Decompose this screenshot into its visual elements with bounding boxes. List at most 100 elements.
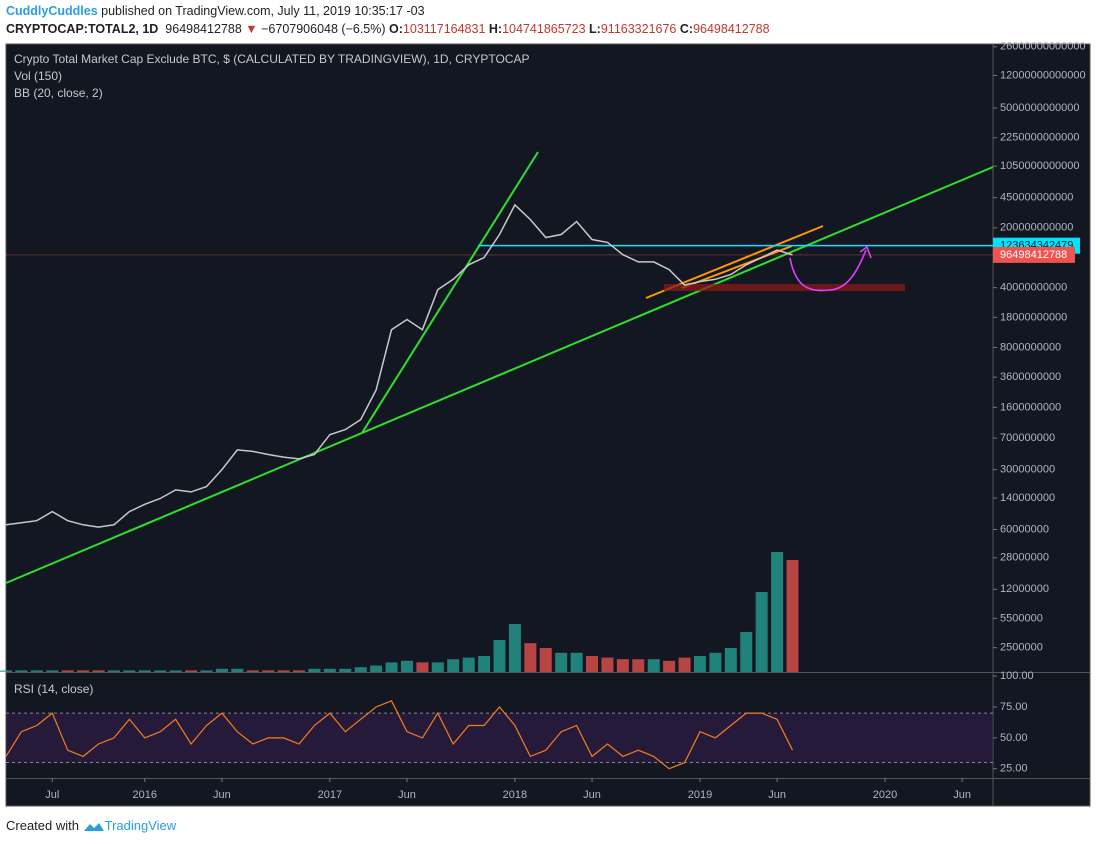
volume-bar — [308, 668, 321, 672]
volume-bar — [200, 670, 213, 672]
y-tick-label: 60000000 — [1000, 523, 1049, 535]
y-tick-label: 300000000 — [1000, 464, 1055, 476]
indicator-label: BB (20, close, 2) — [14, 86, 103, 100]
volume-bar — [632, 659, 645, 672]
volume-bar — [678, 657, 691, 672]
author[interactable]: CuddlyCuddles — [6, 4, 98, 18]
last-price: 96498412788 — [165, 22, 242, 36]
brand[interactable]: TradingView — [104, 818, 177, 833]
projection-arrow — [859, 245, 872, 259]
ohlc-label: L: — [589, 22, 601, 36]
volume-bar — [478, 656, 491, 672]
quote-line: CRYPTOCAP:TOTAL2, 1D 96498412788 ▼ −6707… — [6, 22, 770, 36]
volume-bar — [693, 656, 706, 672]
y-tick-label: 5500000 — [1000, 612, 1043, 624]
volume-bar — [447, 659, 460, 672]
volume-bar — [586, 656, 599, 672]
y-tick-label: 12000000 — [1000, 583, 1049, 595]
volume-bar — [416, 662, 429, 672]
publish-info: published on TradingView.com, July 11, 2… — [101, 4, 425, 18]
volume-bar — [107, 670, 120, 672]
chart-title: Crypto Total Market Cap Exclude BTC, $ (… — [14, 52, 529, 66]
y-tick-label: 3600000000 — [1000, 371, 1061, 383]
created-with: Created with — [6, 818, 79, 833]
volume-bar — [354, 667, 367, 672]
volume-bar — [724, 648, 737, 672]
volume-bar — [215, 668, 228, 672]
volume-bar — [771, 552, 784, 672]
volume-bar — [323, 668, 336, 672]
support-zone — [664, 284, 905, 291]
x-tick-label: 2020 — [873, 789, 897, 801]
volume-bar — [786, 560, 799, 672]
volume-bar — [616, 659, 629, 672]
y-tick-label: 2250000000000 — [1000, 132, 1080, 144]
y-tick-label: 700000000 — [1000, 432, 1055, 444]
x-tick-label: Jun — [768, 789, 786, 801]
volume-bar — [709, 652, 722, 672]
x-tick-label: 2017 — [318, 789, 342, 801]
volume-bar — [293, 670, 306, 672]
y-tick-label: 26000000000000 — [1000, 41, 1086, 53]
y-tick-label: 5000000000000 — [1000, 102, 1080, 114]
x-tick-label: 2018 — [503, 789, 527, 801]
rsi-tick-label: 25.00 — [1000, 763, 1028, 775]
volume-bar — [185, 670, 198, 672]
rsi-tick-label: 75.00 — [1000, 701, 1028, 713]
x-tick-label: Jun — [583, 789, 601, 801]
x-tick-label: Jun — [398, 789, 416, 801]
x-tick-label: Jul — [45, 789, 59, 801]
y-tick-label: 2500000 — [1000, 642, 1043, 654]
volume-bar — [539, 648, 552, 672]
indicator-label: Vol (150) — [14, 69, 62, 83]
volume-bar — [231, 668, 244, 672]
volume-bars — [0, 552, 799, 672]
symbol: CRYPTOCAP:TOTAL2, 1D — [6, 22, 159, 36]
volume-bar — [462, 657, 475, 672]
volume-bar — [169, 670, 182, 672]
last-price-label-bg — [993, 246, 1075, 263]
volume-bar — [431, 662, 444, 672]
footer: Created with TradingView — [6, 818, 176, 833]
price-line — [5, 203, 793, 528]
rsi-band — [6, 713, 993, 763]
trend-line — [361, 151, 539, 434]
change-arrow: ▼ — [245, 22, 258, 36]
change: −6707906048 (−6.5%) — [261, 22, 386, 36]
volume-bar — [123, 670, 136, 672]
rsi-tick-label: 50.00 — [1000, 732, 1028, 744]
volume-bar — [400, 660, 413, 672]
volume-bar — [61, 670, 74, 672]
volume-bar — [740, 632, 753, 672]
volume-bar — [370, 665, 383, 672]
volume-bar — [92, 670, 105, 672]
rsi-line — [5, 700, 794, 770]
volume-bar — [30, 670, 43, 672]
volume-bar — [508, 624, 521, 672]
volume-bar — [570, 652, 583, 672]
y-tick-label: 8000000000 — [1000, 341, 1061, 353]
volume-bar — [262, 670, 275, 672]
y-tick-label: 18000000000 — [1000, 311, 1067, 323]
volume-bar — [493, 640, 506, 672]
last-price-label: 96498412788 — [1000, 249, 1067, 261]
x-tick-label: 2019 — [688, 789, 712, 801]
volume-bar — [663, 660, 676, 672]
ohlc-label: O: — [389, 22, 403, 36]
volume-bar — [154, 670, 167, 672]
y-tick-label: 40000000000 — [1000, 282, 1067, 294]
volume-bar — [277, 670, 290, 672]
volume-bar — [0, 670, 12, 672]
y-tick-label: 450000000000 — [1000, 192, 1073, 204]
volume-bar — [385, 662, 398, 672]
y-tick-label: 1050000000000 — [1000, 160, 1080, 172]
publish-line: CuddlyCuddles published on TradingView.c… — [6, 4, 425, 18]
ohlc-value: 103117164831 — [402, 22, 486, 36]
volume-bar — [555, 652, 568, 672]
ohlc-value: 96498412788 — [693, 22, 770, 36]
volume-bar — [46, 670, 59, 672]
y-tick-label: 28000000 — [1000, 552, 1049, 564]
brand-logo — [83, 822, 104, 831]
volume-bar — [15, 670, 28, 672]
